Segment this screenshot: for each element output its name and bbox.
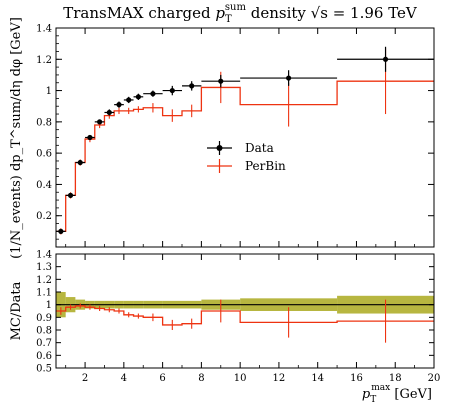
main-ytick-label: 0.6 (36, 149, 52, 160)
xlabel-var-sup: max (371, 383, 390, 393)
title-prefix: TransMAX charged (63, 4, 215, 22)
xlabel-unit: [GeV] (390, 387, 432, 402)
legend-data-marker (216, 145, 223, 151)
legend: Data PerBin (207, 141, 286, 173)
ratio-marks (56, 292, 434, 343)
main-frame (55, 27, 435, 248)
main-ytick-label: 1.4 (36, 24, 52, 35)
ratio-xtick-label: 10 (234, 373, 247, 384)
main-marks (56, 46, 434, 235)
xlabel-var: p (362, 387, 371, 402)
perbin-histogram (56, 80, 434, 233)
main-axes: 0.2 0.4 0.6 0.8 1 1.2 1.4 (36, 24, 435, 247)
data-point (382, 56, 389, 62)
main-ylabel: (1/N_events) dp_T^sum/dη dφ [GeV] (9, 17, 24, 259)
ratio-xtick-label: 20 (428, 373, 441, 384)
data-point (126, 97, 132, 103)
ratio-xlabel: pTmax [GeV] (362, 383, 432, 405)
ratio-ytick-label: 1.3 (36, 262, 52, 273)
ratio-xtick-label: 18 (389, 373, 402, 384)
ratio-xtick-label: 6 (159, 373, 165, 384)
main-ytick-label: 0.8 (36, 117, 52, 128)
title-var-sup: sum (225, 2, 247, 13)
ratio-ytick-label: 0.7 (36, 338, 52, 349)
ratio-ytick-label: 1.1 (36, 288, 52, 299)
main-ytick-label: 1 (46, 86, 52, 97)
data-point (77, 159, 83, 166)
title-var: p (215, 4, 225, 22)
ratio-ytick-label: 1.2 (36, 275, 52, 286)
data-point (150, 91, 156, 97)
data-point (116, 102, 122, 108)
chart-title: TransMAX charged pTsum density √s = 1.96… (63, 2, 418, 25)
data-point (106, 109, 112, 116)
data-point (286, 75, 292, 81)
data-point (218, 78, 224, 84)
legend-perbin-label: PerBin (245, 159, 286, 173)
title-energy: = 1.96 TeV (328, 4, 418, 22)
ratio-ytick-label: 1.4 (36, 250, 52, 261)
ratio-xtick-label: 16 (350, 373, 363, 384)
ratio-ylabel: MC/Data (9, 281, 24, 340)
ratio-ytick-label: 0.5 (36, 364, 52, 375)
data-point (135, 94, 141, 100)
legend-data-label: Data (245, 141, 274, 155)
data-point (169, 87, 175, 94)
ratio-xtick-label: 4 (121, 373, 127, 384)
data-point (189, 83, 195, 89)
ratio-xtick-label: 14 (311, 373, 324, 384)
ratio-ytick-label: 0.6 (36, 351, 52, 362)
main-panel: 0.2 0.4 0.6 0.8 1 1.2 1.4 (1/N_events) dp_T^su… (9, 17, 435, 259)
title-var-sub: T (225, 14, 232, 25)
main-ytick-label: 1.2 (36, 55, 52, 66)
data-point (58, 228, 64, 234)
data-point (87, 134, 93, 141)
ratio-panel: 2 4 6 8 10 12 14 16 18 20 0.5 0.6 0.70.8 0.9 11.1 1.2 1.… (9, 250, 440, 406)
title-sqrt-s: √s (311, 4, 328, 22)
xlabel-var-sub: T (370, 395, 376, 405)
main-ytick-label: 0.2 (36, 211, 52, 222)
main-ytick-label: 0.4 (36, 180, 52, 191)
ratio-xtick-label: 12 (273, 373, 286, 384)
ratio-xtick-label: 2 (82, 373, 88, 384)
data-point (67, 192, 74, 198)
ratio-axes: 2 4 6 8 10 12 14 16 18 20 0.5 0.6 0.70.8 0.9 11.1 1.2 1.… (36, 250, 440, 385)
ratio-xtick-label: 8 (198, 373, 204, 384)
legend-entry-data: Data (207, 141, 274, 155)
title-middle: density (246, 4, 311, 22)
ratio-ytick-label: 0.9 (36, 313, 52, 324)
ratio-ytick-label: 0.8 (36, 326, 52, 337)
data-point (97, 119, 103, 125)
legend-entry-perbin: PerBin (207, 159, 286, 173)
ratio-frame (55, 253, 435, 369)
ratio-ytick-label: 1 (46, 300, 52, 311)
